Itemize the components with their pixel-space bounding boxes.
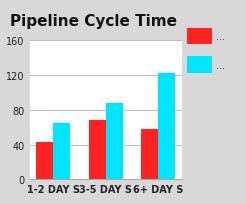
Bar	[141, 129, 158, 180]
Bar	[106, 103, 123, 180]
Bar	[89, 121, 106, 180]
Text: ...: ...	[216, 60, 226, 70]
Text: Pipeline Cycle Time: Pipeline Cycle Time	[10, 14, 177, 29]
Bar	[36, 142, 53, 180]
Text: ...: ...	[216, 32, 226, 42]
Bar	[158, 74, 175, 180]
Bar	[53, 123, 70, 180]
